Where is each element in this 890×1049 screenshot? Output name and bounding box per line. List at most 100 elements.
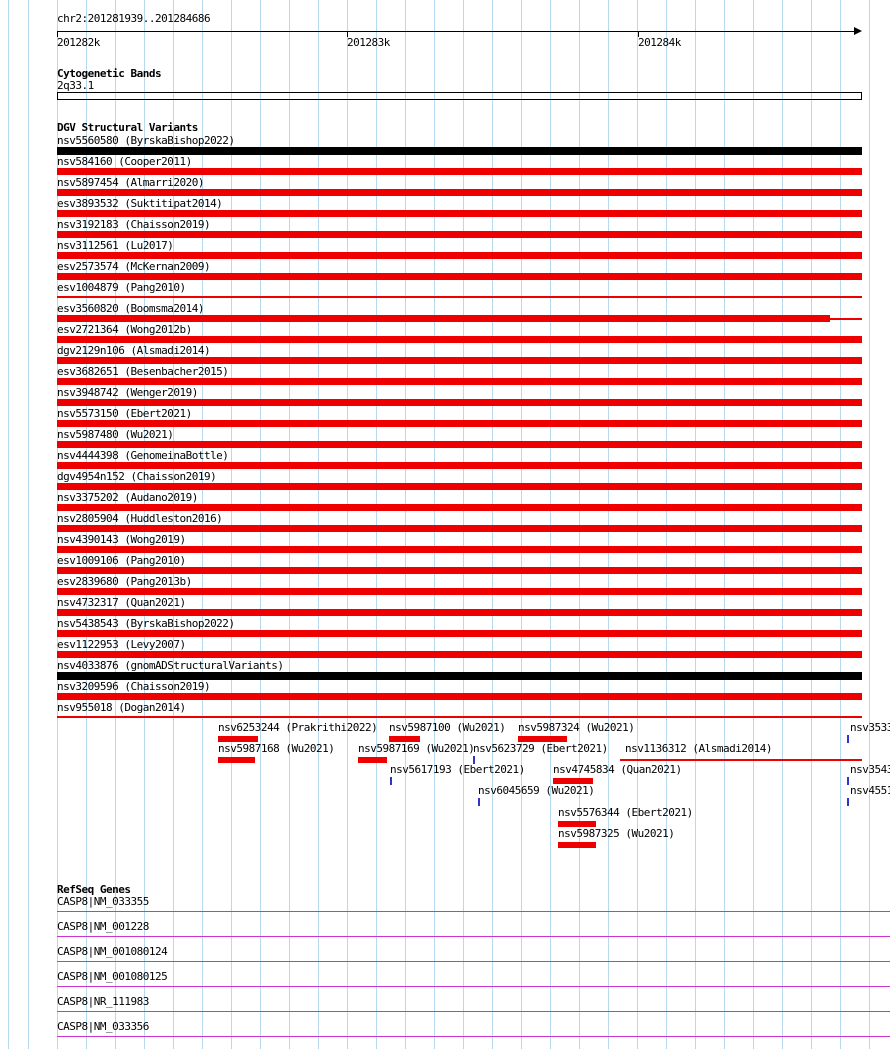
variant-label: nsv6045659 (Wu2021) — [478, 784, 595, 797]
variant-label: nsv5560580 (ByrskaBishop2022) — [57, 134, 235, 147]
variant-bar[interactable] — [57, 336, 862, 343]
variant-glyph-insertion-tick[interactable] — [847, 735, 849, 743]
variant-label: esv2839680 (Pang2013b) — [57, 575, 192, 588]
refseq-track-header: RefSeq Genes — [57, 883, 131, 896]
variant-label: nsv5987480 (Wu2021) — [57, 428, 174, 441]
variant-bar[interactable] — [57, 567, 862, 574]
variant-glyph-insertion-tick[interactable] — [478, 798, 480, 806]
variant-bar[interactable] — [57, 378, 862, 385]
variant-label: nsv955018 (Dogan2014) — [57, 701, 186, 714]
variant-bar[interactable] — [57, 168, 862, 175]
gene-label: CASP8|NM_001080125 — [57, 970, 168, 983]
region-label: chr2:201281939..201284686 — [57, 12, 211, 25]
variant-bar[interactable] — [57, 189, 862, 196]
variant-bar[interactable] — [57, 588, 862, 595]
variant-label: nsv4033876 (gnomADStructuralVariants) — [57, 659, 284, 672]
variant-label: nsv4745834 (Quan2021) — [553, 763, 682, 776]
cytoband-box[interactable] — [57, 92, 862, 100]
variant-glyph-insertion-tick[interactable] — [473, 756, 475, 764]
gene-model[interactable] — [57, 986, 890, 987]
ruler-tick-label: 201283k — [347, 36, 390, 49]
gene-label: CASP8|NM_001228 — [57, 920, 149, 933]
gene-label: CASP8|NM_001080124 — [57, 945, 168, 958]
cytoband-track-header: Cytogenetic Bands — [57, 67, 162, 80]
variant-glyph-bar[interactable] — [518, 736, 567, 742]
ruler-tick — [638, 31, 639, 37]
variant-label: nsv3192183 (Chaisson2019) — [57, 218, 211, 231]
variant-label: dgv2129n106 (Alsmadi2014) — [57, 344, 211, 357]
variant-label: nsv5573150 (Ebert2021) — [57, 407, 192, 420]
variant-label: nsv5987169 (Wu2021) — [358, 742, 475, 755]
gene-model[interactable] — [57, 936, 890, 937]
cytoband-label: 2q33.1 — [57, 79, 94, 92]
ruler-axis — [57, 31, 856, 32]
variant-bar-tail — [830, 318, 862, 320]
variant-glyph-bar[interactable] — [218, 757, 255, 763]
variant-glyph-bar[interactable] — [553, 778, 593, 784]
variant-label: nsv5576344 (Ebert2021) — [558, 806, 693, 819]
variant-glyph-insertion-tick[interactable] — [390, 777, 392, 785]
variant-label: nsv5987325 (Wu2021) — [558, 827, 675, 840]
variant-glyph-bar[interactable] — [558, 821, 596, 827]
variant-label: nsv3543 — [850, 763, 890, 776]
gene-model[interactable] — [57, 1011, 890, 1012]
variant-label: nsv2805904 (Huddleston2016) — [57, 512, 223, 525]
variant-label: nsv3948742 (Wenger2019) — [57, 386, 198, 399]
variant-label: nsv4444398 (GenomeinaBottle) — [57, 449, 229, 462]
variant-label: nsv3209596 (Chaisson2019) — [57, 680, 211, 693]
variant-label: nsv5617193 (Ebert2021) — [390, 763, 525, 776]
gene-model[interactable] — [57, 1036, 890, 1037]
variant-glyph-insertion-tick[interactable] — [847, 777, 849, 785]
variant-bar[interactable] — [57, 504, 862, 511]
variant-bar[interactable] — [57, 525, 862, 532]
variant-bar[interactable] — [57, 315, 830, 322]
ruler-tick — [347, 31, 348, 37]
variant-label: esv1122953 (Levy2007) — [57, 638, 186, 651]
variant-label: dgv4954n152 (Chaisson2019) — [57, 470, 217, 483]
variant-bar[interactable] — [57, 147, 862, 155]
variant-bar[interactable] — [57, 273, 862, 280]
gene-label: CASP8|NM_033355 — [57, 895, 149, 908]
variant-label: nsv6253244 (Prakrithi2022) — [218, 721, 378, 734]
variant-label: nsv3375202 (Audano2019) — [57, 491, 198, 504]
dgv-track-header: DGV Structural Variants — [57, 121, 198, 134]
ruler-arrow-icon — [854, 27, 862, 35]
variant-bar[interactable] — [57, 231, 862, 238]
variant-label: nsv3533 — [850, 721, 890, 734]
variant-bar[interactable] — [57, 609, 862, 616]
variant-glyph-bar[interactable] — [389, 736, 420, 742]
variant-glyph-insertion-tick[interactable] — [847, 798, 849, 806]
variant-bar[interactable] — [57, 441, 862, 448]
variant-bar[interactable] — [57, 716, 862, 718]
variant-label: nsv5987100 (Wu2021) — [389, 721, 506, 734]
variant-glyph-bar[interactable] — [358, 757, 387, 763]
gene-label: CASP8|NM_033356 — [57, 1020, 149, 1033]
variant-glyph-line[interactable] — [620, 759, 862, 761]
variant-bar[interactable] — [57, 210, 862, 217]
variant-label: nsv5987168 (Wu2021) — [218, 742, 335, 755]
variant-bar[interactable] — [57, 399, 862, 406]
variant-bar[interactable] — [57, 693, 862, 700]
variant-bar[interactable] — [57, 252, 862, 259]
variant-bar[interactable] — [57, 296, 862, 298]
ruler-tick-label: 201282k — [57, 36, 100, 49]
gene-model[interactable] — [57, 911, 890, 912]
variant-glyph-bar[interactable] — [558, 842, 596, 848]
variant-bar[interactable] — [57, 546, 862, 553]
variant-glyph-bar[interactable] — [218, 736, 258, 742]
variant-bar[interactable] — [57, 630, 862, 637]
variant-bar[interactable] — [57, 672, 862, 680]
variant-label: esv1009106 (Pang2010) — [57, 554, 186, 567]
variant-label: esv2573574 (McKernan2009) — [57, 260, 211, 273]
variant-bar[interactable] — [57, 357, 862, 364]
variant-label: nsv4551 — [850, 784, 890, 797]
variant-bar[interactable] — [57, 483, 862, 490]
gene-model[interactable] — [57, 961, 890, 962]
variant-bar[interactable] — [57, 462, 862, 469]
variant-bar[interactable] — [57, 651, 862, 658]
variant-label: esv3560820 (Boomsma2014) — [57, 302, 204, 315]
variant-label: nsv5623729 (Ebert2021) — [473, 742, 608, 755]
variant-bar[interactable] — [57, 420, 862, 427]
ruler-tick-label: 201284k — [638, 36, 681, 49]
